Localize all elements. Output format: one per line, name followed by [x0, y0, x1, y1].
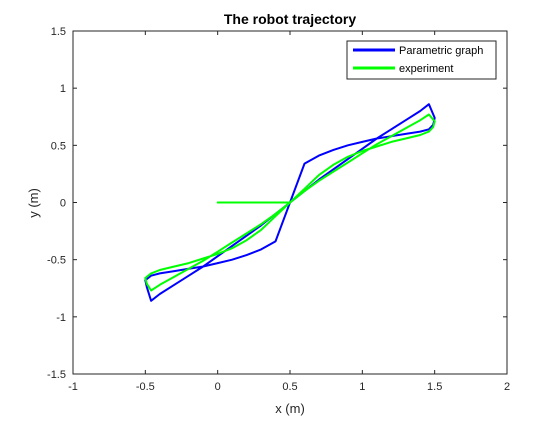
legend-box [346, 40, 497, 80]
y-ticks: -1.5 -1 -0.5 0 0.5 1 1.5 [47, 26, 507, 381]
legend-label-parametric: Parametric graph [399, 45, 483, 57]
series-layer [144, 103, 436, 302]
x-tick-label: 0.5 [282, 381, 297, 393]
x-tick-label: 1 [359, 381, 365, 393]
x-tick-label: -1 [68, 381, 78, 393]
x-axis-label: x (m) [275, 401, 305, 416]
x-ticks: -1 -0.5 0 0.5 1 1.5 2 [68, 31, 510, 393]
y-tick-label: 1 [60, 83, 66, 95]
y-tick-label: 1.5 [51, 26, 66, 38]
y-tick-label: 0.5 [51, 140, 66, 152]
y-tick-label: -0.5 [47, 255, 66, 267]
chart-title: The robot trajectory [224, 11, 356, 27]
x-tick-label: -0.5 [136, 381, 155, 393]
legend-label-experiment: experiment [399, 63, 453, 75]
x-tick-label: 0 [215, 381, 221, 393]
y-tick-label: -1 [56, 312, 66, 324]
x-tick-label: 2 [504, 381, 510, 393]
x-tick-label: 1.5 [427, 381, 442, 393]
y-axis-label: y (m) [26, 188, 41, 218]
legend: Parametric graph experiment [346, 40, 497, 80]
series-line-experiment [144, 113, 436, 292]
y-tick-label: 0 [60, 198, 66, 210]
y-tick-label: -1.5 [47, 369, 66, 381]
